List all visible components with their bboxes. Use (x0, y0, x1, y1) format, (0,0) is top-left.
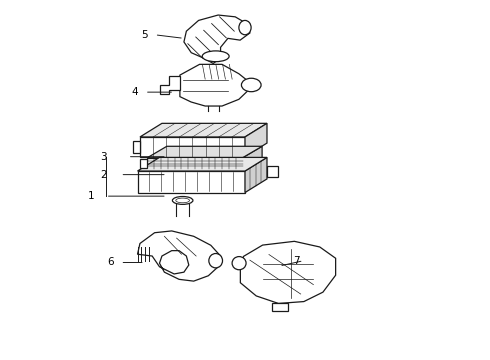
Polygon shape (140, 123, 267, 137)
Ellipse shape (239, 21, 251, 35)
Ellipse shape (172, 197, 193, 204)
Polygon shape (140, 137, 245, 157)
Polygon shape (241, 241, 336, 303)
Polygon shape (147, 158, 243, 169)
Polygon shape (184, 15, 250, 63)
Polygon shape (138, 157, 267, 171)
Text: 5: 5 (142, 30, 148, 40)
Text: 6: 6 (107, 257, 114, 267)
Polygon shape (245, 123, 267, 157)
Ellipse shape (176, 198, 190, 203)
Polygon shape (138, 231, 220, 281)
Text: 7: 7 (293, 256, 299, 266)
Polygon shape (267, 166, 278, 177)
Text: 1: 1 (88, 191, 95, 201)
Polygon shape (245, 157, 267, 193)
Text: 2: 2 (100, 170, 107, 180)
Polygon shape (180, 64, 247, 106)
Polygon shape (243, 146, 262, 169)
Polygon shape (160, 76, 180, 94)
Ellipse shape (202, 51, 229, 62)
Text: 4: 4 (132, 87, 138, 97)
Polygon shape (133, 141, 140, 153)
Polygon shape (272, 303, 288, 311)
Polygon shape (147, 146, 262, 158)
Ellipse shape (209, 253, 222, 268)
Ellipse shape (242, 78, 261, 92)
Text: 3: 3 (100, 152, 107, 162)
Polygon shape (140, 159, 147, 168)
Polygon shape (138, 171, 245, 193)
Ellipse shape (232, 257, 246, 270)
